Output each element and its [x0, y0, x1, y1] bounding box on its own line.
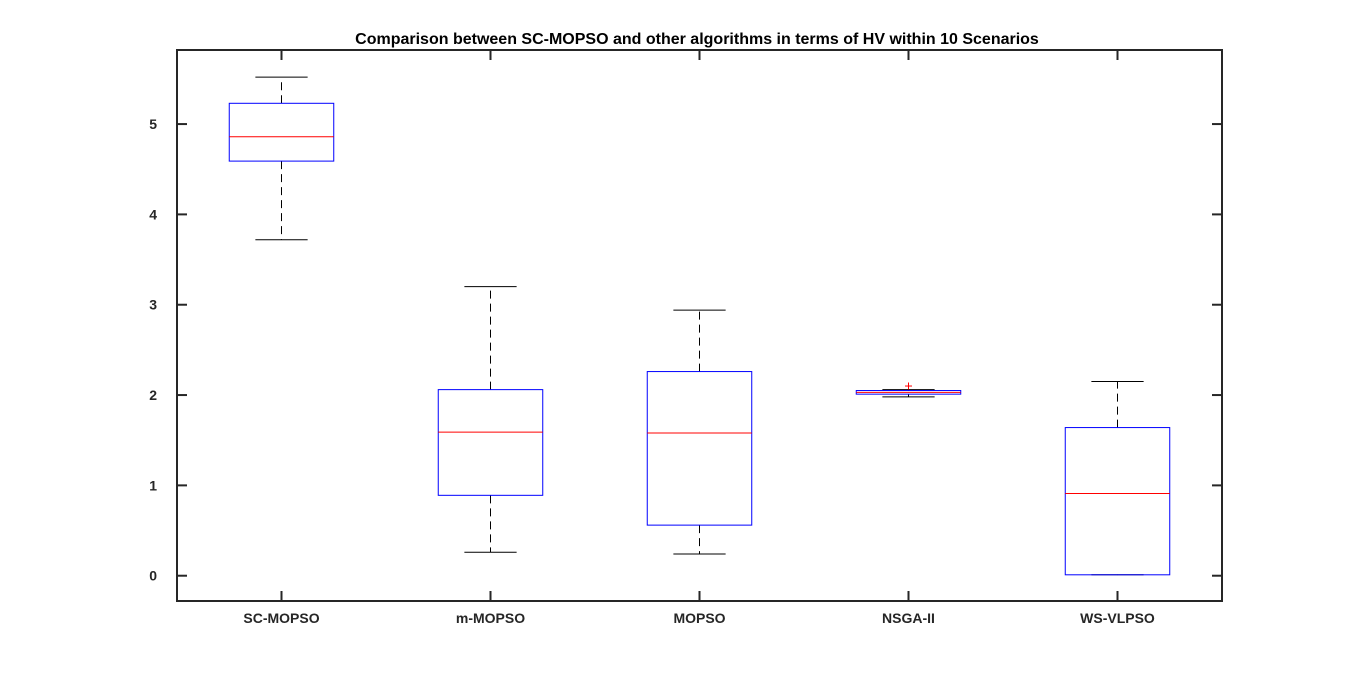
y-tick-label: 2 [149, 387, 157, 403]
box-iqr [646, 371, 753, 526]
box-iqr [437, 389, 544, 496]
chart-title: Comparison between SC-MOPSO and other al… [355, 31, 1039, 48]
box-group [646, 309, 753, 555]
boxes-layer [228, 76, 1171, 576]
x-tick-label: NSGA-II [882, 610, 935, 626]
y-tick-label: 1 [149, 477, 157, 493]
box-iqr [228, 102, 335, 162]
y-tick-label: 4 [149, 206, 157, 222]
box-group [437, 286, 544, 553]
x-tick-label: MOPSO [673, 610, 725, 626]
box-group [1064, 381, 1171, 576]
y-tick-label: 5 [149, 116, 157, 132]
ticks-layer: SC-MOPSO m-MOPSO MOPSO NSGA-II WS-VLPSO 0 1 2 3 4… [149, 50, 1222, 626]
y-tick-label: 0 [149, 568, 157, 584]
box-group [855, 382, 962, 398]
box-group [228, 76, 335, 241]
x-tick-label: WS-VLPSO [1080, 610, 1155, 626]
box-iqr [1064, 427, 1171, 576]
x-tick-label: SC-MOPSO [243, 610, 319, 626]
x-tick-label: m-MOPSO [456, 610, 525, 626]
y-tick-label: 3 [149, 297, 157, 313]
axes-frame [176, 49, 1223, 602]
